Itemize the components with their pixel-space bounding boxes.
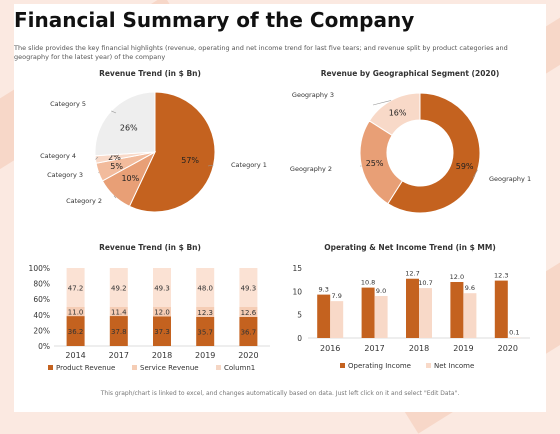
income-bar [362, 288, 375, 338]
revenue-trend-stacked-bar-chart: Revenue Trend (in $ Bn) 0% 20% 40% 60% 80% 100… [20, 238, 280, 380]
pie-category-label: Category 5 [50, 100, 86, 108]
bar-value-label: 0.1 [509, 329, 519, 337]
bar-value-label: 37.8 [111, 328, 127, 336]
y-tick-label: 5 [297, 311, 302, 320]
pie-category-label: Category 4 [40, 152, 76, 160]
donut-segment-label: Geography 2 [290, 165, 332, 173]
pie-value-label: 57% [181, 156, 199, 165]
chart-title: Revenue by Geographical Segment (2020) [321, 69, 500, 78]
page-subtitle: The slide provides the key financial hig… [14, 44, 524, 62]
legend-label: Operating Income [348, 362, 411, 370]
bar-value-label: 37.3 [154, 328, 170, 336]
chart-title: Revenue Trend (in $ Bn) [99, 243, 201, 252]
legend-label: Service Revenue [140, 364, 199, 372]
chart-title: Operating & Net Income Trend (in $ MM) [324, 243, 496, 252]
footer-note: This graph/chart is linked to excel, and… [0, 390, 560, 397]
legend-label: Product Revenue [56, 364, 115, 372]
y-tick-label: 60% [33, 295, 50, 304]
bar-value-label: 48.0 [197, 285, 213, 293]
income-bar [330, 301, 343, 338]
legend-label: Net Income [434, 362, 474, 370]
bar-value-label: 35.7 [197, 328, 213, 336]
y-tick-label: 80% [33, 280, 50, 289]
x-tick-label: 2014 [65, 351, 85, 360]
x-tick-label: 2020 [498, 344, 518, 353]
bar-value-label: 12.3 [197, 309, 213, 317]
pie-category-label: Category 2 [66, 197, 102, 205]
legend-swatch [426, 363, 431, 368]
bar-value-label: 36.7 [241, 328, 257, 336]
y-tick-label: 0% [38, 342, 50, 351]
bar-value-label: 12.0 [450, 273, 464, 281]
bar-value-label: 9.6 [465, 284, 475, 292]
y-tick-label: 10 [292, 287, 302, 296]
revenue-geography-donut-chart: Revenue by Geographical Segment (2020) 59… [280, 62, 540, 222]
x-tick-label: 2016 [320, 344, 340, 353]
bar-value-label: 49.3 [241, 285, 257, 293]
income-bar [419, 288, 432, 338]
donut-value-label: 59% [456, 162, 474, 171]
donut-segment-label: Geography 3 [292, 91, 334, 99]
x-tick-label: 2019 [453, 344, 473, 353]
pie-value-label: 10% [121, 174, 139, 183]
x-tick-label: 2018 [152, 351, 172, 360]
x-tick-label: 2019 [195, 351, 215, 360]
page-title: Financial Summary of the Company [14, 8, 414, 32]
income-bar [317, 295, 330, 338]
bar-value-label: 49.3 [154, 285, 170, 293]
bar-value-label: 9.3 [319, 286, 329, 294]
y-tick-label: 100% [29, 264, 50, 273]
donut-value-label: 25% [366, 159, 384, 168]
pie-value-label: 5% [110, 162, 123, 171]
x-tick-label: 2017 [364, 344, 384, 353]
y-tick-label: 40% [33, 311, 50, 320]
x-tick-label: 2017 [109, 351, 129, 360]
y-tick-label: 15 [292, 264, 302, 273]
legend-swatch [340, 363, 345, 368]
revenue-category-pie-chart: Revenue Trend (in $ Bn) 57% Category 1 10% C… [20, 62, 280, 222]
x-tick-label: 2020 [238, 351, 258, 360]
bar-value-label: 12.7 [405, 270, 419, 278]
bar-value-label: 7.9 [332, 292, 342, 300]
income-trend-bar-chart: Operating & Net Income Trend (in $ MM) 0 5… [280, 238, 540, 380]
bar-value-label: 12.3 [494, 272, 508, 280]
bar-value-label: 10.8 [361, 279, 375, 287]
bar-value-label: 11.0 [68, 309, 84, 317]
y-tick-label: 20% [33, 326, 50, 335]
bar-value-label: 47.2 [68, 285, 84, 293]
bar-value-label: 12.0 [154, 309, 170, 317]
pie-category-label: Category 1 [231, 161, 267, 169]
bar-value-label: 36.2 [68, 328, 84, 336]
pie-category-label: Category 3 [47, 171, 83, 179]
bar-value-label: 9.0 [376, 287, 386, 295]
income-bar [450, 282, 463, 338]
legend-swatch [48, 365, 53, 370]
x-tick-label: 2018 [409, 344, 429, 353]
bar-value-label: 12.6 [241, 309, 257, 317]
bar-value-label: 11.4 [111, 309, 127, 317]
legend-swatch [216, 365, 221, 370]
donut-segment-label: Geography 1 [489, 175, 531, 183]
income-bar [375, 296, 388, 338]
income-bar [495, 281, 508, 338]
legend-label: Column1 [224, 364, 255, 372]
income-bar [463, 293, 476, 338]
income-bar [406, 279, 419, 338]
donut-value-label: 16% [389, 108, 407, 117]
y-tick-label: 0 [297, 334, 302, 343]
pie-value-label: 26% [120, 123, 138, 132]
chart-title: Revenue Trend (in $ Bn) [99, 69, 201, 78]
bar-value-label: 10.7 [418, 279, 432, 287]
legend-swatch [132, 365, 137, 370]
bar-value-label: 49.2 [111, 285, 127, 293]
